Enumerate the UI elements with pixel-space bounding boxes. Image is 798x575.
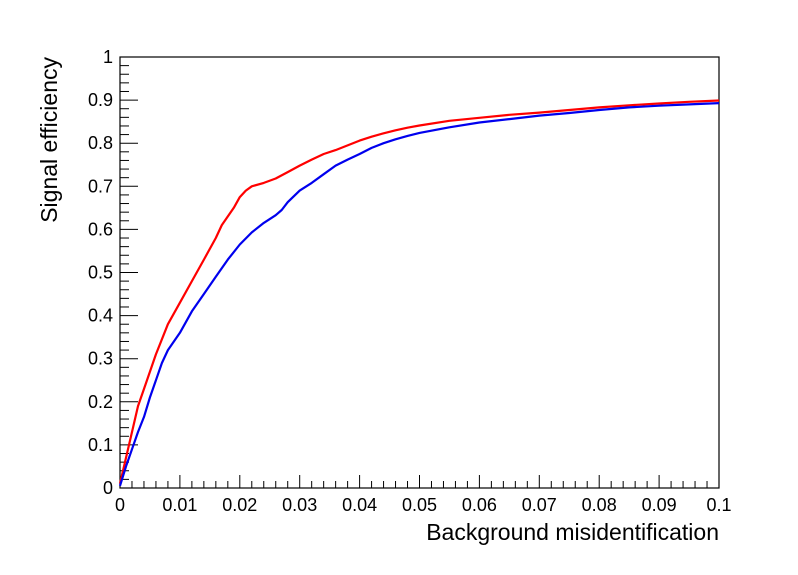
y-tick-label: 0.6 [88, 219, 113, 239]
x-tick-label: 0.1 [706, 495, 731, 515]
y-tick-label: 0 [103, 478, 113, 498]
y-tick-label: 0.5 [88, 263, 113, 283]
y-tick-label: 1 [103, 47, 113, 67]
x-tick-label: 0.05 [402, 495, 437, 515]
y-tick-label: 0.8 [88, 133, 113, 153]
y-tick-label: 0.1 [88, 435, 113, 455]
x-tick-label: 0.06 [462, 495, 497, 515]
y-axis-title: Signal efficiency [36, 57, 62, 223]
x-tick-label: 0.07 [522, 495, 557, 515]
series-line-1 [118, 99, 720, 484]
series-line-2 [118, 102, 720, 487]
x-tick-label: 0.03 [282, 495, 317, 515]
y-tick-label: 0.2 [88, 392, 113, 412]
plot-frame [119, 56, 720, 489]
series-layer [118, 99, 720, 487]
y-tick-label: 0.9 [88, 90, 113, 110]
x-axis-title: Background misidentification [426, 519, 719, 545]
x-tick-label: 0 [115, 495, 125, 515]
x-tick-label: 0.01 [162, 495, 197, 515]
y-tick-label: 0.4 [88, 306, 113, 326]
axis-ticks [119, 56, 720, 489]
axis-tick-labels: 0 0.01 0.02 0.03 0.04 0.05 0.06 0.07 0.08 0.09 0.1… [88, 47, 732, 515]
x-tick-label: 0.09 [642, 495, 677, 515]
x-tick-label: 0.02 [222, 495, 257, 515]
y-tick-label: 0.3 [88, 349, 113, 369]
x-tick-label: 0.08 [582, 495, 617, 515]
x-tick-label: 0.04 [342, 495, 377, 515]
y-tick-label: 0.7 [88, 176, 113, 196]
